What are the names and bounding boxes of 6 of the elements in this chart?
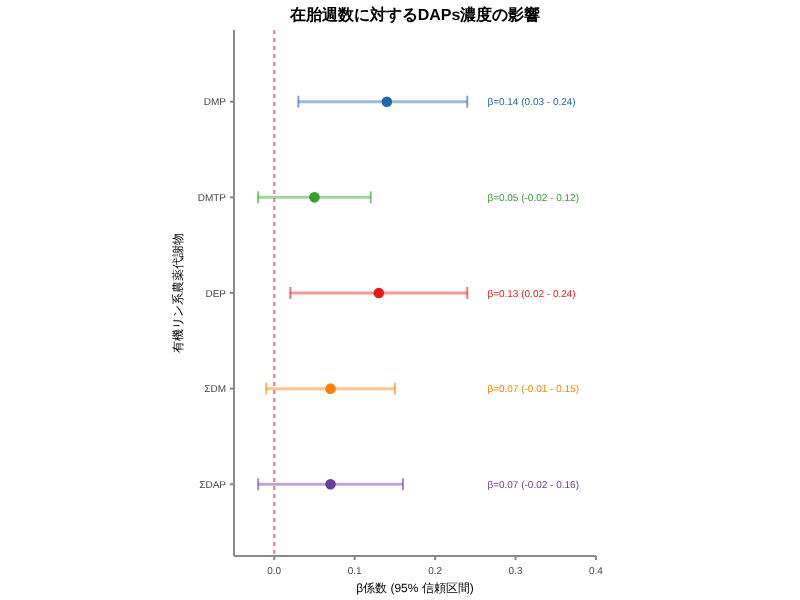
- point: [309, 192, 320, 203]
- chart-title: 在胎週数に対するDAPs濃度の影響: [287, 4, 541, 24]
- point: [325, 478, 336, 490]
- point: [325, 383, 336, 394]
- point: [381, 96, 393, 108]
- point: [373, 287, 385, 299]
